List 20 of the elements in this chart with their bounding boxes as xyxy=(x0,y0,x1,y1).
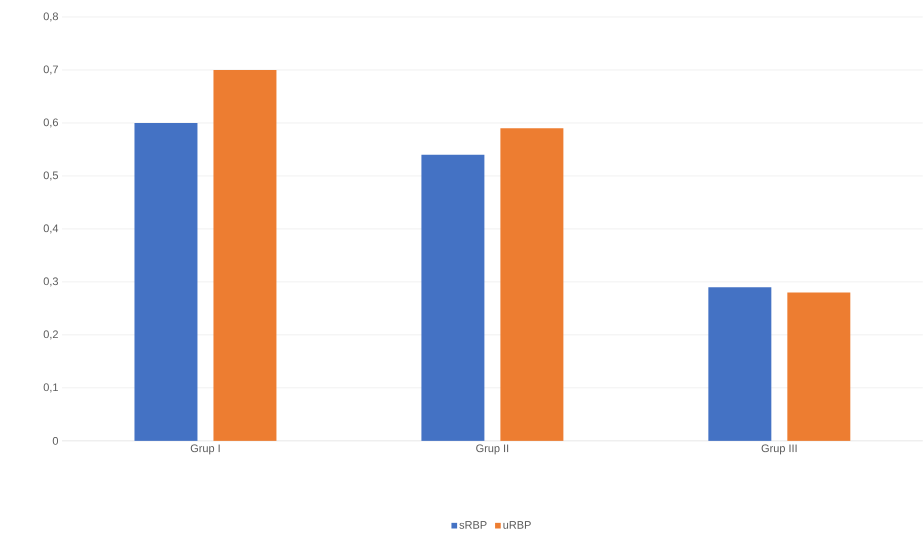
y-tick-label: 0,8 xyxy=(44,12,58,22)
y-tick-label: 0,2 xyxy=(44,330,58,340)
x-tick-label: Grup II xyxy=(476,444,508,454)
bar xyxy=(787,292,850,441)
legend-label: sRBP xyxy=(459,521,487,529)
y-tick-label: 0,4 xyxy=(44,224,58,234)
y-tick-label: 0,6 xyxy=(44,118,58,128)
y-tick-label: 0,1 xyxy=(44,383,58,393)
bar xyxy=(708,287,772,441)
bar xyxy=(134,123,198,441)
legend-label: uRBP xyxy=(503,521,531,529)
y-tick-label: 0,7 xyxy=(44,66,58,75)
x-tick-label: Grup I xyxy=(190,444,220,454)
bar xyxy=(213,70,276,441)
bar xyxy=(421,154,484,441)
y-tick-label: 0 xyxy=(52,437,58,445)
x-tick-label: Grup III xyxy=(762,444,797,454)
bar xyxy=(500,128,564,441)
y-tick-label: 0,3 xyxy=(44,277,58,287)
y-tick-label: 0,5 xyxy=(44,172,58,181)
